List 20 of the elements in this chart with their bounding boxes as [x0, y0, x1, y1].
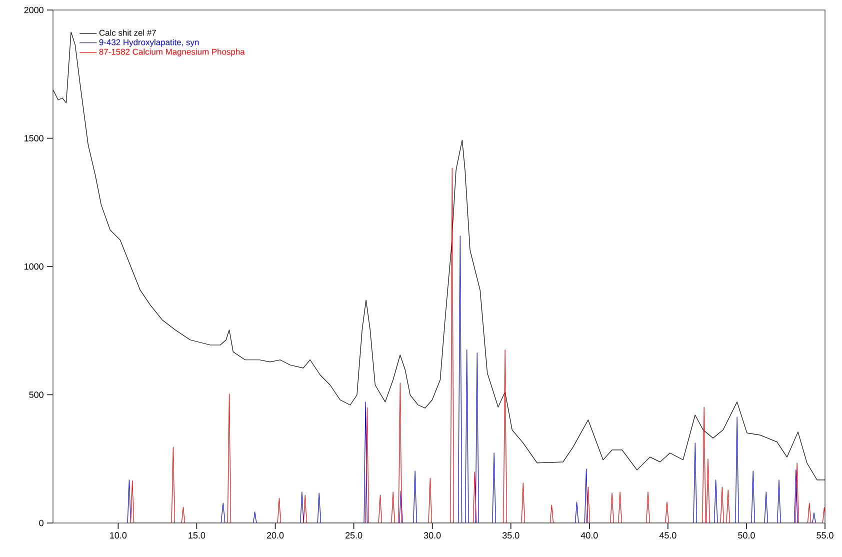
legend-label: 9-432 Hydroxylapatite, syn [99, 39, 199, 47]
x-tick-label: 25.0 [346, 532, 362, 539]
x-tick-label: 10.0 [110, 532, 127, 539]
x-tick-label: 50.0 [738, 532, 755, 539]
legend-label: Calc shit zel #7 [99, 30, 156, 36]
x-tick-label: 45.0 [659, 532, 676, 539]
x-tick-label: 30.0 [424, 532, 441, 539]
y-tick-label: 0 [39, 520, 44, 526]
y-tick-label: 2000 [24, 6, 44, 14]
x-tick-label: 40.0 [580, 532, 598, 539]
y-tick-label: 500 [29, 392, 44, 398]
y-tick-label: 1500 [24, 135, 44, 142]
legend-label: 87-1582 Calcium Magnesium Phospha [99, 48, 245, 56]
x-tick-label: 55.0 [816, 532, 834, 539]
y-tick-label: 1000 [24, 263, 44, 270]
x-tick-label: 20.0 [266, 532, 284, 539]
x-tick-label: 15.0 [188, 532, 206, 539]
line-series [53, 32, 826, 480]
x-tick-label: 35.0 [502, 532, 520, 539]
line-series [130, 168, 826, 523]
